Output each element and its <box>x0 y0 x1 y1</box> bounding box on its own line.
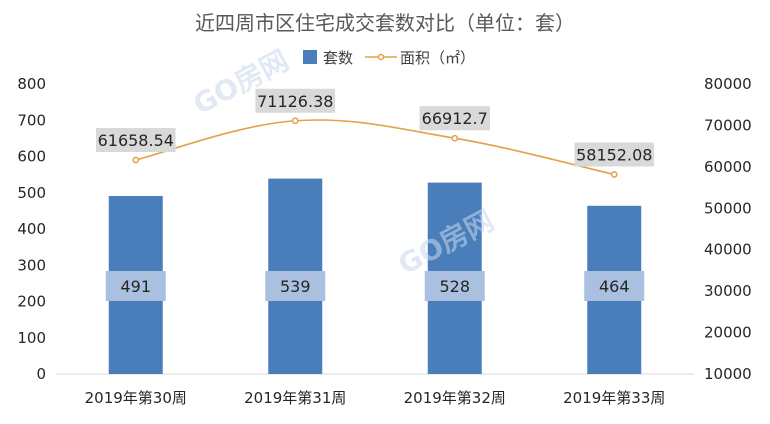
legend-swatch-bar <box>303 50 317 64</box>
bar-data-label: 539 <box>280 277 311 296</box>
y-left-tick-label: 300 <box>17 256 46 274</box>
line-data-label: 66912.7 <box>422 109 488 128</box>
y-left-tick-label: 500 <box>17 184 46 202</box>
legend-label-line: 面积（㎡） <box>400 49 475 67</box>
line-point <box>451 134 459 142</box>
bar-data-label: 464 <box>599 277 630 296</box>
bars <box>108 178 642 374</box>
y-left-tick-label: 100 <box>17 329 46 347</box>
axes: 0 100 200 300 400 500 600 700 800 10000 20000 30000… <box>17 75 751 407</box>
bar-data-label: 491 <box>120 277 151 296</box>
line-series <box>132 117 618 178</box>
line-data-label: 61658.54 <box>98 131 174 150</box>
data-labels: 491 539 528 464 61658.54 71126.38 66912.7 58152… <box>95 88 655 301</box>
line-point <box>610 171 618 178</box>
y-right-tick-label: 10000 <box>704 365 752 383</box>
y-right-tick-label: 40000 <box>704 241 752 259</box>
y-right-tick-label: 50000 <box>704 199 752 217</box>
line-label-box <box>574 142 655 167</box>
y-right-tick-label: 80000 <box>704 75 752 93</box>
y-left-tick-label: 600 <box>17 148 46 166</box>
chart-title: 近四周市区住宅成交套数对比（单位：套） <box>195 11 575 35</box>
line-label-box <box>419 106 490 131</box>
y-right-tick-label: 20000 <box>704 324 752 342</box>
bar-label-box <box>424 271 485 301</box>
line-label-box <box>255 88 336 113</box>
bar-data-label: 528 <box>439 277 470 296</box>
line-data-label: 71126.38 <box>257 92 333 111</box>
legend-label-bar: 套数 <box>323 49 353 67</box>
area-line-path <box>135 119 615 176</box>
bar-label-box <box>584 271 645 301</box>
y-left-tick-label: 700 <box>17 111 46 129</box>
legend-swatch-marker <box>377 53 385 61</box>
y-left-tick-label: 400 <box>17 220 46 238</box>
y-left-tick-label: 800 <box>17 75 46 93</box>
y-right-tick-label: 60000 <box>704 158 752 176</box>
line-point <box>291 117 299 125</box>
bar-label-box <box>265 271 326 301</box>
x-tick-label: 2019年第33周 <box>563 389 665 407</box>
line-data-label: 58152.08 <box>576 146 652 165</box>
x-tick-label: 2019年第31周 <box>244 389 346 407</box>
x-tick-label: 2019年第32周 <box>404 389 506 407</box>
legend: 套数 面积（㎡） <box>303 49 475 67</box>
y-right-tick-label: 30000 <box>704 282 752 300</box>
y-left-tick-label: 200 <box>17 293 46 311</box>
line-point <box>132 156 140 164</box>
x-tick-label: 2019年第30周 <box>85 389 187 407</box>
y-left-tick-label: 0 <box>36 365 46 383</box>
bar-label-box <box>105 271 166 301</box>
line-label-box <box>95 127 176 152</box>
y-right-tick-label: 70000 <box>704 116 752 134</box>
